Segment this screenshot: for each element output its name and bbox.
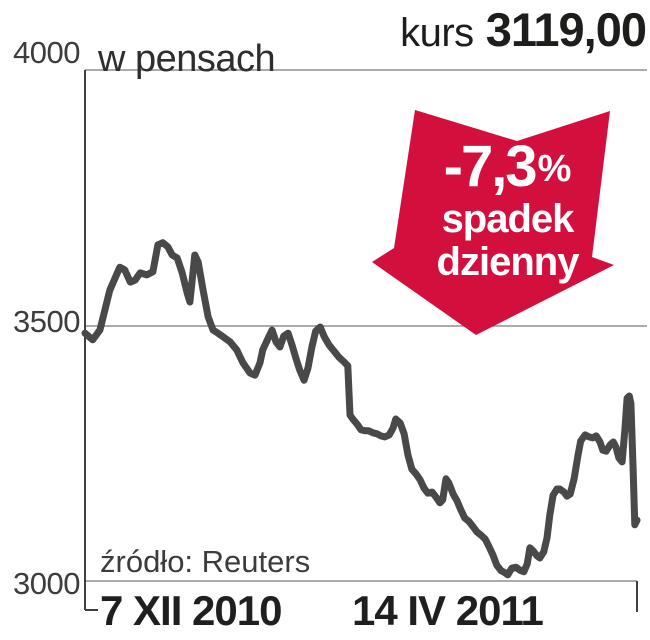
decline-arrow-badge <box>372 110 614 335</box>
unit-label: w pensach <box>98 38 276 80</box>
decline-badge-text: -7,3 % spadek dzienny <box>390 138 625 284</box>
price-prefix-label: kurs <box>400 11 474 55</box>
price-value: 3119,00 <box>485 3 647 56</box>
source-label: źródło: Reuters <box>100 544 311 579</box>
percent-sign: % <box>537 148 572 190</box>
decline-percent-value: -7,3 <box>443 134 538 199</box>
ytick-label-3500: 3500 <box>13 304 80 339</box>
decline-caption-line2: dzienny <box>436 240 580 284</box>
ytick-label-3000: 3000 <box>13 566 80 601</box>
current-price: kurs 3119,00 <box>400 2 647 57</box>
ytick-label-4000: 4000 <box>13 35 80 70</box>
xtick-label-end-date: 14 IV 2011 <box>352 587 544 634</box>
price-line-series <box>81 239 641 579</box>
decline-caption-line1: spadek <box>441 197 575 241</box>
xtick-label-start-date: 7 XII 2010 <box>100 587 282 634</box>
decline-percent-row: -7,3 % <box>390 138 625 198</box>
